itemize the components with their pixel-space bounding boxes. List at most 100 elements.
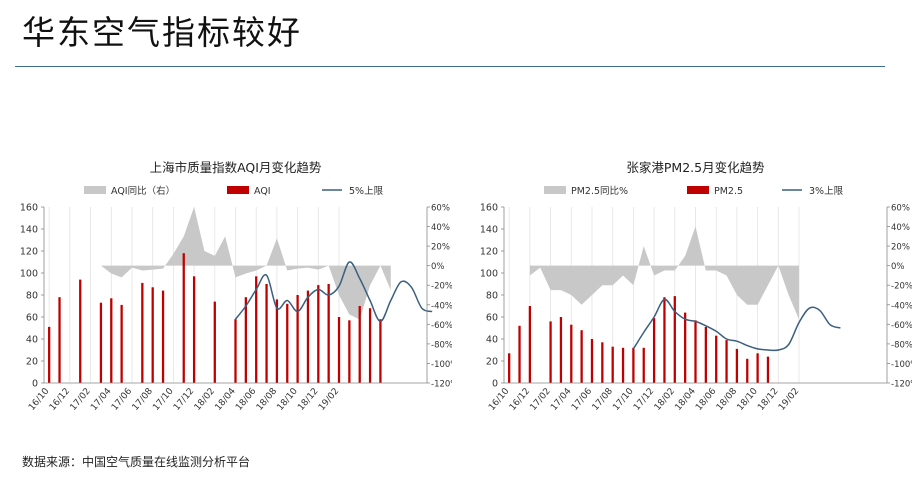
shanghai-bar [192,276,196,383]
shanghai-x-tick-label: 19/02 [317,387,341,410]
zhangjiagang-legend-label-2: 3%上限 [809,186,844,197]
shanghai-bar [110,298,113,383]
shanghai-left-tick-label: 120 [20,247,38,258]
shanghai-left-tick-label: 40 [26,335,38,346]
zhangjiagang-x-tick-label: 19/02 [777,387,801,410]
shanghai-bar [379,319,382,383]
shanghai-bar [79,279,82,383]
zhangjiagang-right-tick-label: -40% [891,301,912,311]
zhangjiagang-bar [621,347,625,383]
shanghai-bar [182,253,185,383]
zhangjiagang-right-tick-label: -100% [891,360,912,370]
shanghai-area-segment [100,207,391,320]
shanghai-right-tick-label: -60% [431,321,452,331]
shanghai-legend-label-1: AQI [254,186,271,197]
shanghai-right-tick-label: -40% [431,301,452,311]
shanghai-right-tick-label: -120% [431,380,452,390]
shanghai-left-tick-label: 160 [20,203,38,214]
zhangjiagang-pm25-chart-svg: 张家港PM2.5月变化趋势 PM2.5同比% PM2.5 3%上限 0 20 40 60 80 1… [480,160,912,410]
shanghai-right-tick-label: 60% [431,204,450,214]
shanghai-aqi-chart-svg: 上海市质量指数AQI月变化趋势 AQI同比（右） AQI 5%上限 0 20 40 60 80 1… [20,160,452,410]
shanghai-bar [358,306,361,383]
shanghai-bar [265,284,268,383]
zhangjiagang-bar [632,347,635,383]
shanghai-bar [161,290,165,383]
shanghai-bar [317,285,320,383]
zhangjiagang-legend-swatch-0 [544,186,566,194]
zhangjiagang-left-tick-label: 40 [486,335,498,346]
zhangjiagang-bar [725,340,728,383]
zhangjiagang-bar [652,318,656,383]
shanghai-chart-title: 上海市质量指数AQI月变化趋势 [150,160,322,175]
zhangjiagang-pm25-chart: 张家港PM2.5月变化趋势 PM2.5同比% PM2.5 3%上限 0 20 40 60 80 1… [462,150,912,410]
zhangjiagang-bar [549,321,552,383]
shanghai-aqi-chart: 上海市质量指数AQI月变化趋势 AQI同比（右） AQI 5%上限 0 20 40 60 80 1… [2,150,452,410]
shanghai-right-tick-label: 20% [431,243,450,253]
shanghai-legend-swatch-0 [84,186,106,194]
shanghai-bar [348,320,351,383]
zhangjiagang-legend-label-0: PM2.5同比% [571,185,628,197]
zhangjiagang-bar [766,356,770,383]
zhangjiagang-bar [746,358,749,383]
zhangjiagang-right-tick-label: -120% [891,380,912,390]
shanghai-bar [141,282,144,383]
shanghai-bar [58,297,61,383]
shanghai-legend-label-2: 5%上限 [349,186,384,197]
title-divider [15,66,885,67]
zhangjiagang-bar [611,346,614,383]
zhangjiagang-left-tick-label: 100 [480,269,498,280]
zhangjiagang-left-tick-label: 0 [492,379,498,390]
zhangjiagang-bar [756,353,759,383]
zhangjiagang-right-tick-label: -60% [891,321,912,331]
zhangjiagang-bar [663,297,666,383]
zhangjiagang-bar [590,339,594,383]
zhangjiagang-legend-swatch-1 [687,186,709,194]
shanghai-legend-label-0: AQI同比（右） [111,185,175,197]
shanghai-bar [234,319,237,383]
shanghai-bar [275,299,279,383]
shanghai-right-tick-label: -100% [431,360,452,370]
shanghai-left-tick-label: 100 [20,269,38,280]
zhangjiagang-bar [673,296,676,383]
shanghai-bar [213,301,216,383]
shanghai-right-tick-label: 0% [431,262,445,272]
shanghai-bar [368,308,372,383]
shanghai-bar [306,290,310,383]
zhangjiagang-right-tick-label: -80% [891,340,912,350]
shanghai-bar [48,326,51,383]
zhangjiagang-bar [601,342,604,383]
shanghai-left-tick-label: 60 [26,313,38,324]
zhangjiagang-bar [684,312,687,383]
zhangjiagang-right-tick-label: 40% [891,223,910,233]
zhangjiagang-line-series [632,298,841,352]
zhangjiagang-left-tick-label: 160 [480,203,498,214]
zhangjiagang-bar [528,306,532,383]
shanghai-bar [286,303,289,383]
shanghai-legend-swatch-1 [227,186,249,194]
zhangjiagang-left-tick-label: 20 [486,357,498,368]
data-source-note: 数据来源：中国空气质量在线监测分析平台 [22,455,251,469]
zhangjiagang-right-tick-label: 0% [891,262,905,272]
zhangjiagang-left-tick-label: 80 [486,291,498,302]
shanghai-bar [255,276,258,383]
zhangjiagang-area-segment [529,226,800,320]
shanghai-left-tick-label: 0 [32,379,38,390]
shanghai-bar [120,304,123,383]
zhangjiagang-bar [508,353,511,383]
zhangjiagang-left-tick-label: 120 [480,247,498,258]
zhangjiagang-bar [570,324,573,383]
zhangjiagang-bar [580,330,583,383]
zhangjiagang-bar [735,348,739,383]
shanghai-bar [337,317,341,383]
shanghai-right-tick-label: -20% [431,282,452,292]
zhangjiagang-right-tick-label: 20% [891,243,910,253]
shanghai-left-tick-label: 140 [20,225,38,236]
zhangjiagang-bar [715,335,718,383]
shanghai-right-tick-label: -80% [431,340,452,350]
zhangjiagang-bar [559,317,563,383]
slide-title: 华东空气指标较好 [22,13,302,52]
zhangjiagang-bar [518,325,521,383]
zhangjiagang-bar [642,347,645,383]
shanghai-bar [99,302,103,383]
zhangjiagang-left-tick-label: 140 [480,225,498,236]
